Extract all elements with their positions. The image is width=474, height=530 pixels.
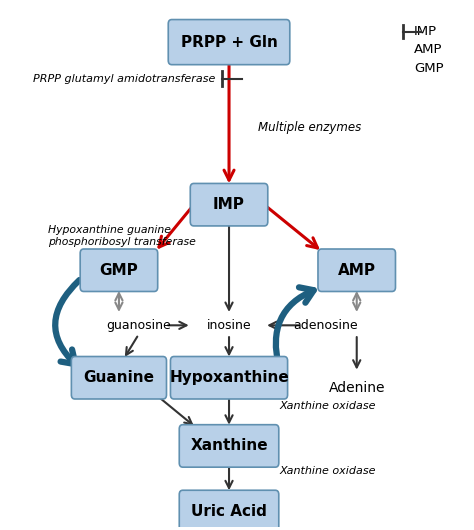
Text: PRPP glutamyl amidotransferase: PRPP glutamyl amidotransferase <box>34 74 216 84</box>
FancyBboxPatch shape <box>179 490 279 530</box>
Text: Multiple enzymes: Multiple enzymes <box>258 121 361 134</box>
Text: GMP: GMP <box>414 62 444 75</box>
Text: Guanine: Guanine <box>83 370 155 385</box>
FancyBboxPatch shape <box>179 425 279 467</box>
Text: AMP: AMP <box>414 43 442 57</box>
Text: inosine: inosine <box>207 319 251 332</box>
Text: IMP: IMP <box>213 197 245 212</box>
Text: PRPP + Gln: PRPP + Gln <box>181 34 277 50</box>
Text: Xanthine: Xanthine <box>190 438 268 454</box>
Text: Adenine: Adenine <box>328 381 385 395</box>
Text: Xanthine oxidase: Xanthine oxidase <box>280 401 376 411</box>
FancyBboxPatch shape <box>318 249 395 292</box>
Text: AMP: AMP <box>338 263 376 278</box>
FancyBboxPatch shape <box>72 357 166 399</box>
FancyBboxPatch shape <box>168 20 290 65</box>
Text: Uric Acid: Uric Acid <box>191 504 267 519</box>
FancyArrowPatch shape <box>55 280 80 364</box>
Text: adenosine: adenosine <box>293 319 358 332</box>
FancyBboxPatch shape <box>190 183 268 226</box>
FancyBboxPatch shape <box>171 357 288 399</box>
Text: Hypoxanthine: Hypoxanthine <box>169 370 289 385</box>
Text: IMP: IMP <box>414 25 437 38</box>
FancyBboxPatch shape <box>80 249 158 292</box>
Text: GMP: GMP <box>100 263 138 278</box>
Text: Xanthine oxidase: Xanthine oxidase <box>280 465 376 475</box>
Text: Hypoxanthine guanine
phosphoribosyl transferase: Hypoxanthine guanine phosphoribosyl tran… <box>48 225 196 247</box>
Text: guanosine: guanosine <box>106 319 171 332</box>
FancyArrowPatch shape <box>276 287 314 367</box>
